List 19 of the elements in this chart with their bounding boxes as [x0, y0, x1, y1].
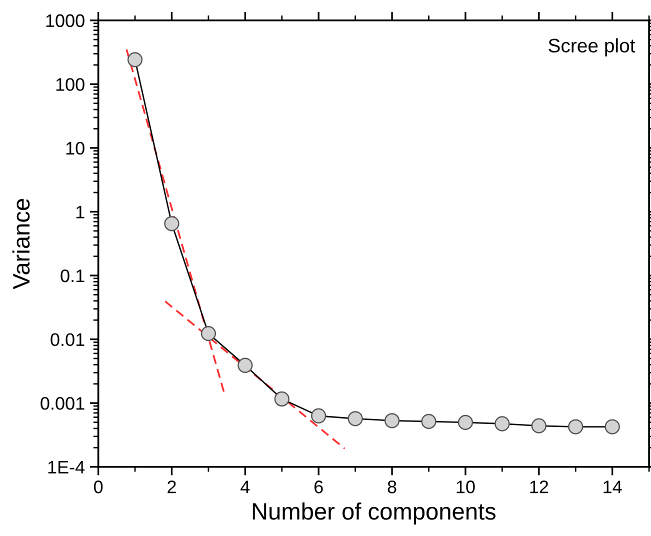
- x-tick-label: 14: [604, 480, 622, 494]
- x-tick-label: 2: [168, 480, 176, 494]
- y-tick-label: 0.001: [40, 397, 84, 410]
- y-axis-title: Variance: [12, 198, 30, 290]
- x-tick-label: 10: [456, 480, 475, 494]
- y-tick-label: 100: [56, 78, 84, 91]
- text: Scree plot: [548, 38, 636, 56]
- y-tick-label: 1: [76, 206, 84, 218]
- y-tick-label: 0.1: [60, 269, 84, 282]
- y-tick-label: 0.01: [50, 333, 84, 346]
- y-tick-label: 1000: [46, 14, 84, 28]
- y-tick-label: 10: [66, 142, 84, 155]
- x-axis-title: Number of components: [252, 502, 496, 524]
- x-tick-label: 8: [388, 480, 396, 494]
- x-tick-label: 6: [314, 480, 323, 494]
- y-tick-label: 1E-4: [48, 460, 85, 474]
- x-tick-label: 0: [94, 480, 103, 494]
- x-tick-label: 4: [240, 480, 250, 494]
- x-tick-label: 12: [530, 480, 548, 494]
